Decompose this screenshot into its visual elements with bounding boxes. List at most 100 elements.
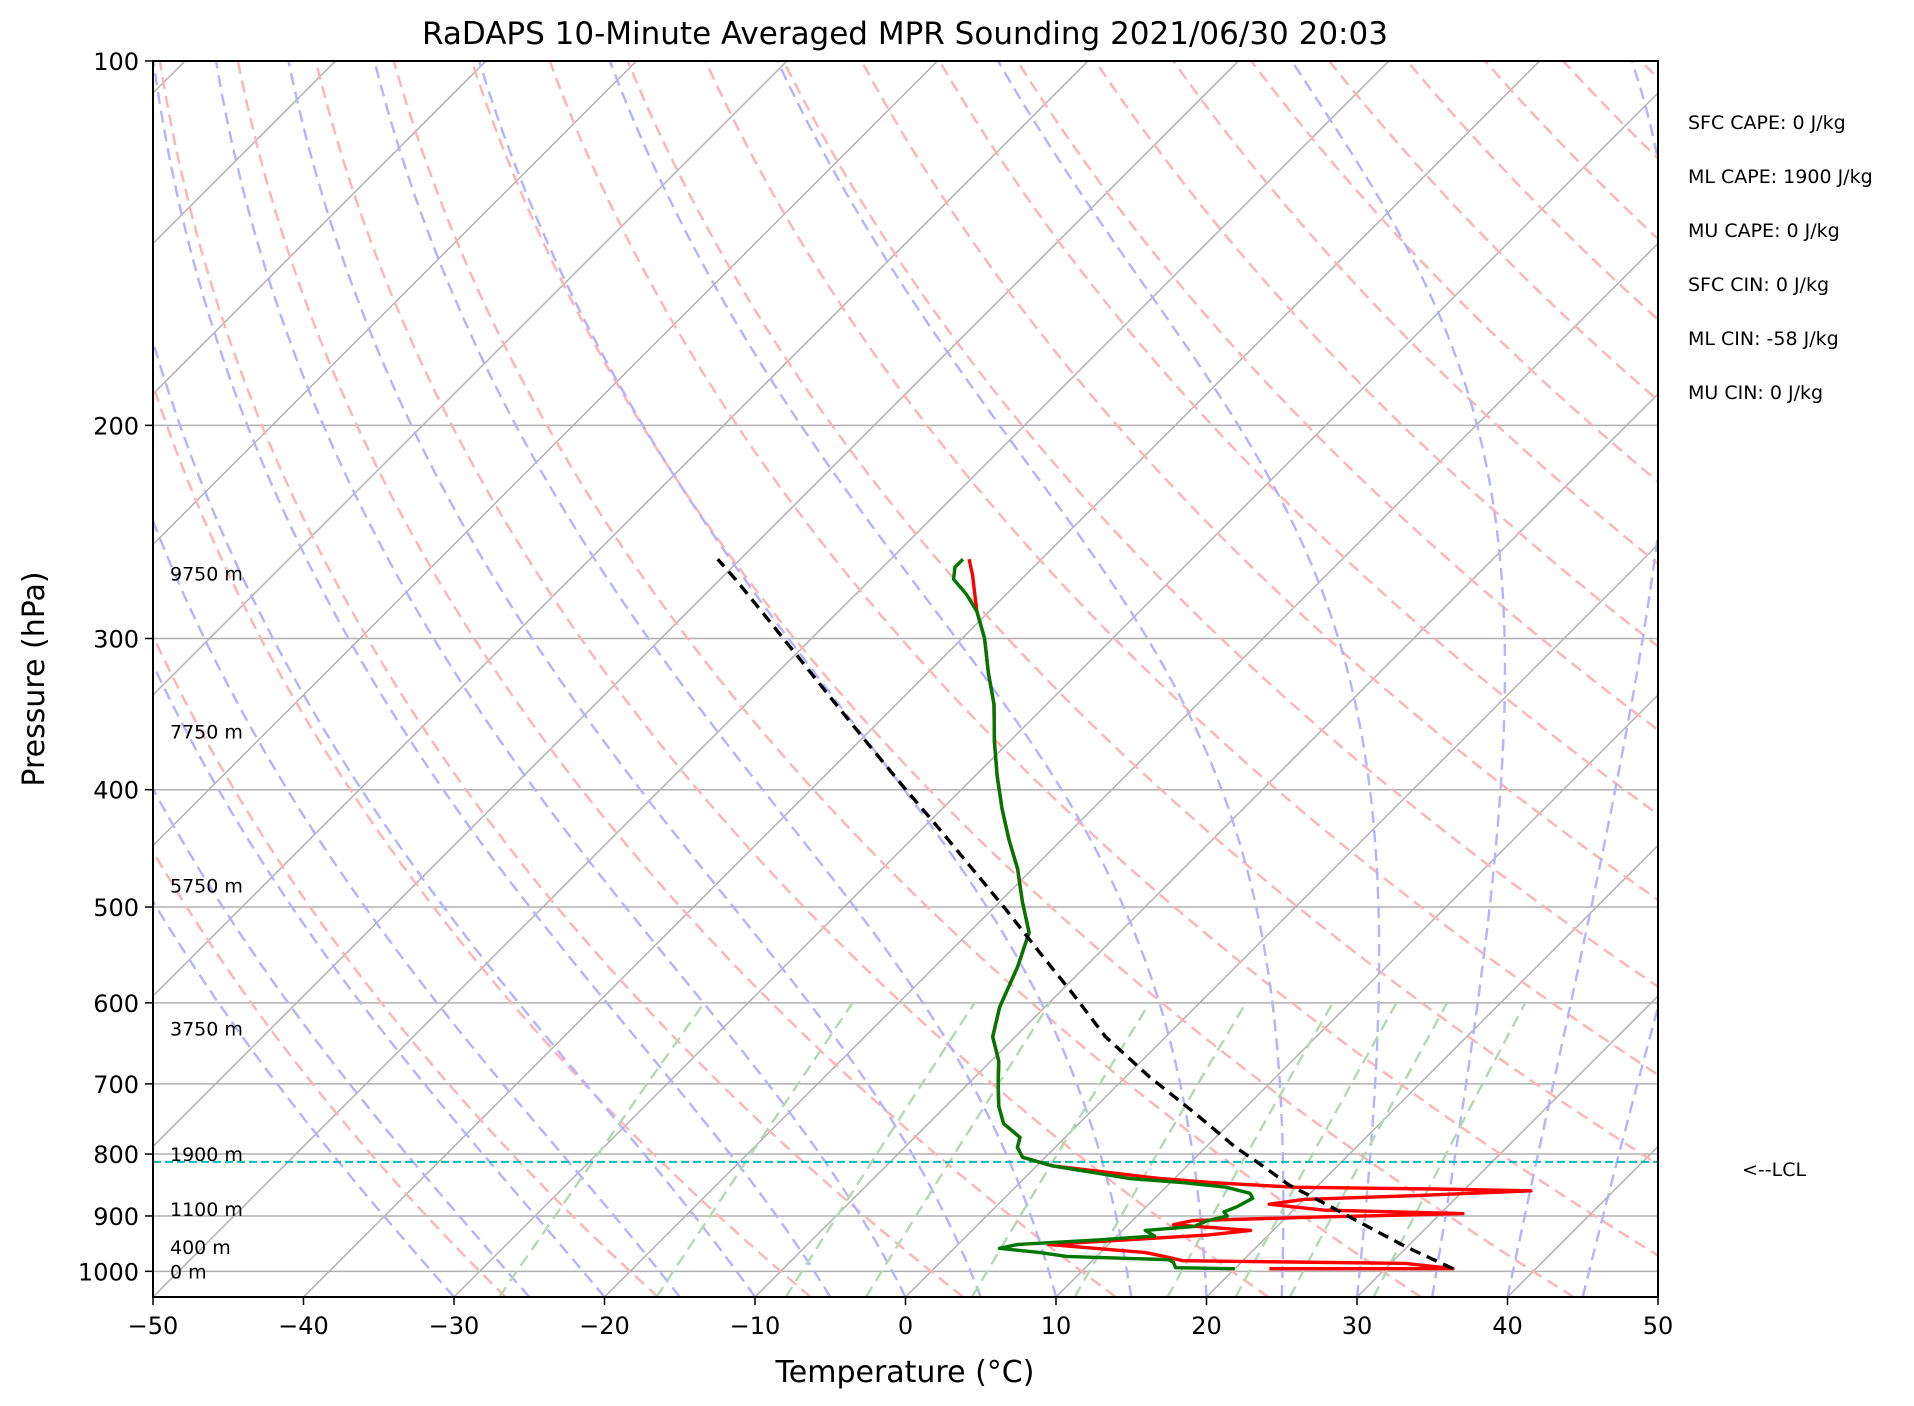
moist-adiabat-line — [153, 899, 455, 1297]
y-tick-label: 100 — [93, 48, 139, 76]
dry-adiabat-line — [392, 61, 1422, 1297]
moist-adiabat-line — [214, 61, 907, 1297]
x-tick-label: 0 — [898, 1312, 913, 1340]
y-tick-label: 900 — [93, 1203, 139, 1231]
parcel-profile-line — [716, 558, 1454, 1271]
isotherm-line — [153, 61, 638, 546]
isotherm-line — [1657, 1295, 1658, 1297]
dry-adiabat-line — [1172, 61, 1658, 566]
mixing-ratio-line — [864, 1002, 1052, 1297]
moist-adiabat-line — [608, 61, 1208, 1297]
mixing-ratio-line — [655, 1002, 854, 1297]
x-tick-label: 20 — [1191, 1312, 1222, 1340]
isotherm-line — [153, 61, 487, 396]
x-tick-label: 10 — [1041, 1312, 1072, 1340]
y-axis: 1000 900 800 700 600 500 400 300 200 100 — [78, 48, 153, 1286]
stats-panel: SFC CAPE: 0 J/kg ML CAPE: 1900 J/kg MU CAP… — [1688, 112, 1873, 404]
isotherm-line — [1055, 693, 1658, 1297]
x-tick-label: −50 — [128, 1312, 179, 1340]
moist-adiabat-line — [996, 61, 1381, 1297]
x-tick-label: −40 — [278, 1312, 329, 1340]
y-tick-label: 1000 — [78, 1258, 139, 1286]
moist-adiabat-line — [477, 61, 1133, 1297]
moist-adiabat-line — [1506, 61, 1658, 1297]
dry-adiabat-line — [1484, 61, 1658, 241]
height-label: 9750 m — [170, 563, 243, 585]
y-tick-label: 500 — [93, 894, 139, 922]
isotherm-line — [153, 61, 788, 697]
moist-adiabat-line — [1290, 61, 1507, 1297]
x-axis: −50 −40 −30 −20 −10 0 10 20 30 40 50 — [128, 1297, 1673, 1340]
chart-title: RaDAPS 10-Minute Averaged MPR Sounding 2… — [422, 16, 1388, 52]
dewpoint-line — [951, 557, 1255, 1271]
height-label: 1100 m — [170, 1199, 243, 1221]
isotherm-line — [603, 242, 1658, 1297]
moist-adiabat-line — [373, 61, 1058, 1297]
mixing-ratio-line — [498, 1002, 706, 1297]
height-label: 5750 m — [170, 876, 243, 898]
isotherm-line — [1356, 994, 1658, 1297]
isotherm-line — [153, 61, 1240, 1148]
y-tick-label: 600 — [93, 990, 139, 1018]
height-label: 3750 m — [170, 1018, 243, 1040]
mixing-ratio-line — [1288, 1002, 1449, 1297]
mixing-ratio-line — [1234, 1002, 1398, 1297]
dry-adiabat-line — [1328, 61, 1658, 402]
moist-adiabat-line — [1656, 1292, 1658, 1297]
y-tick-label: 700 — [93, 1071, 139, 1099]
isotherm-line — [1205, 844, 1658, 1297]
isotherm-line — [1809, 61, 1914, 1297]
isotherm-line — [453, 91, 1658, 1297]
y-tick-label: 800 — [93, 1141, 139, 1169]
x-tick-label: −10 — [730, 1312, 781, 1340]
dry-adiabat-line — [314, 61, 1270, 1297]
height-label: 0 m — [170, 1261, 207, 1283]
stat-label: MU CAPE: 0 J/kg — [1688, 220, 1840, 242]
dry-adiabat-line — [1250, 61, 1658, 484]
stat-label: SFC CIN: 0 J/kg — [1688, 274, 1829, 296]
dry-adiabat-line — [236, 61, 1117, 1297]
isotherm-line — [153, 61, 1089, 998]
dry-adiabat-line — [626, 61, 1658, 1166]
moist-adiabat-line — [153, 61, 832, 1297]
x-tick-label: −30 — [429, 1312, 480, 1340]
y-tick-label: 400 — [93, 777, 139, 805]
isotherm-line — [153, 61, 1390, 1297]
isotherm-line — [302, 61, 1541, 1297]
moist-adiabat-line — [1581, 1002, 1658, 1297]
x-tick-label: −20 — [579, 1312, 630, 1340]
moist-adiabat-line — [153, 337, 756, 1297]
moist-adiabat-line — [153, 661, 606, 1297]
dry-adiabat-line — [153, 849, 507, 1297]
moist-adiabat-line — [153, 517, 681, 1297]
lcl-label: <--LCL — [1742, 1159, 1806, 1181]
moist-adiabat-line — [153, 786, 531, 1297]
dry-adiabat-line — [470, 61, 1575, 1297]
background-lines — [153, 61, 1914, 1297]
dry-adiabat-line — [1719, 61, 1914, 1297]
height-label: 7750 m — [170, 721, 243, 743]
x-tick-label: 40 — [1492, 1312, 1523, 1340]
dry-adiabat-line — [1640, 61, 1658, 81]
mixing-ratio-line — [1372, 1002, 1527, 1297]
stat-label: ML CAPE: 1900 J/kg — [1688, 166, 1873, 188]
dry-adiabat-line — [153, 633, 659, 1297]
dry-adiabat-line — [860, 61, 1658, 902]
height-label: 400 m — [170, 1237, 231, 1259]
mixing-ratio-line — [1166, 1002, 1334, 1297]
y-tick-label: 200 — [93, 412, 139, 440]
stat-label: ML CIN: -58 J/kg — [1688, 328, 1839, 350]
stat-label: SFC CAPE: 0 J/kg — [1688, 112, 1846, 134]
isotherm-line — [1506, 1145, 1658, 1297]
x-tick-label: 30 — [1342, 1312, 1373, 1340]
height-label: 1900 m — [170, 1144, 243, 1166]
y-tick-label: 300 — [93, 625, 139, 653]
moist-adiabat-line — [776, 61, 1285, 1297]
dry-adiabat-line — [1562, 61, 1658, 161]
mixing-ratio-line — [784, 1002, 976, 1297]
mixing-ratio-line — [970, 1002, 1151, 1297]
dry-adiabat-line — [938, 61, 1658, 816]
isotherm-line — [904, 543, 1658, 1297]
